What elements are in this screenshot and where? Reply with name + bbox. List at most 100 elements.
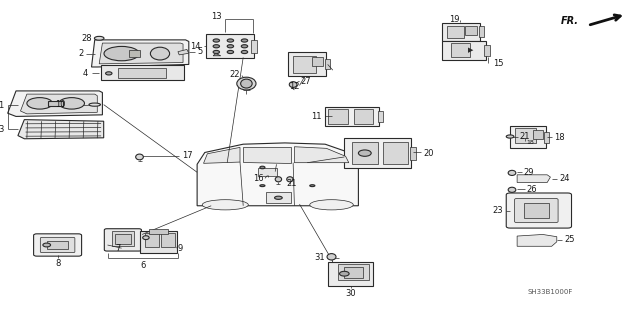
Bar [410, 147, 416, 160]
Polygon shape [517, 175, 550, 182]
Polygon shape [101, 65, 184, 80]
Polygon shape [517, 234, 557, 246]
Bar [206, 34, 255, 58]
Ellipse shape [213, 39, 220, 42]
Text: 30: 30 [346, 289, 356, 298]
Bar [484, 44, 490, 56]
Ellipse shape [227, 45, 234, 48]
Ellipse shape [275, 196, 282, 199]
FancyBboxPatch shape [515, 198, 558, 223]
Ellipse shape [241, 45, 248, 48]
Bar [312, 57, 323, 66]
Text: 12: 12 [289, 82, 300, 91]
Text: 17: 17 [182, 151, 193, 160]
Ellipse shape [260, 166, 265, 169]
Text: 25: 25 [564, 235, 575, 244]
Text: 22: 22 [230, 70, 240, 79]
Text: 21: 21 [520, 132, 530, 141]
Text: 6: 6 [140, 261, 145, 270]
Ellipse shape [59, 98, 84, 109]
Text: 23: 23 [492, 206, 503, 215]
Bar [447, 26, 464, 38]
Text: 26: 26 [527, 185, 538, 194]
Text: 3: 3 [0, 125, 4, 134]
Polygon shape [18, 120, 104, 139]
Ellipse shape [213, 45, 220, 48]
Ellipse shape [202, 200, 248, 210]
Text: 13: 13 [211, 12, 221, 21]
Ellipse shape [508, 170, 516, 175]
Polygon shape [204, 147, 240, 163]
Bar [533, 130, 543, 139]
Polygon shape [8, 91, 102, 116]
Bar [344, 138, 412, 168]
Bar [338, 264, 369, 280]
Bar [451, 43, 470, 57]
FancyBboxPatch shape [104, 229, 141, 251]
Ellipse shape [213, 50, 220, 54]
Bar [442, 23, 480, 41]
Text: 27: 27 [301, 77, 312, 86]
Bar [118, 68, 166, 78]
Ellipse shape [260, 185, 265, 187]
Ellipse shape [227, 50, 234, 54]
FancyBboxPatch shape [34, 234, 82, 256]
Bar [129, 50, 140, 57]
Bar [325, 107, 380, 126]
Text: 15: 15 [493, 59, 503, 68]
Bar [328, 262, 373, 286]
Bar [161, 233, 175, 248]
Polygon shape [178, 49, 189, 55]
Text: SH33B1000F: SH33B1000F [528, 289, 573, 295]
Bar [378, 111, 383, 122]
Ellipse shape [241, 39, 248, 42]
Text: 28: 28 [81, 34, 92, 43]
Bar [325, 59, 330, 69]
Text: 14: 14 [190, 42, 200, 51]
Ellipse shape [310, 200, 353, 210]
Bar [465, 26, 477, 35]
Bar [48, 101, 63, 106]
Text: 21: 21 [286, 179, 296, 188]
Bar [511, 126, 545, 148]
Text: 10: 10 [55, 100, 65, 109]
Bar [115, 234, 131, 244]
Bar [544, 131, 549, 143]
Ellipse shape [275, 177, 282, 182]
Bar [140, 231, 177, 253]
Text: ▶: ▶ [468, 47, 473, 53]
FancyBboxPatch shape [40, 237, 75, 253]
Text: 16: 16 [253, 174, 264, 183]
Text: 31: 31 [314, 253, 325, 262]
Text: 18: 18 [526, 140, 534, 145]
Ellipse shape [106, 72, 112, 75]
Ellipse shape [506, 135, 514, 138]
Ellipse shape [289, 82, 297, 87]
Bar [47, 241, 68, 249]
Ellipse shape [340, 271, 349, 276]
Ellipse shape [508, 187, 516, 192]
Bar [328, 109, 348, 123]
Polygon shape [20, 94, 97, 114]
Text: 20: 20 [424, 149, 434, 158]
Text: 2: 2 [78, 49, 83, 58]
Ellipse shape [327, 254, 336, 260]
Bar [354, 109, 373, 123]
Ellipse shape [310, 185, 315, 187]
Bar [515, 128, 536, 143]
Bar [442, 41, 486, 60]
Ellipse shape [143, 236, 149, 240]
Bar [149, 229, 168, 234]
Text: 29: 29 [524, 168, 534, 177]
Polygon shape [99, 43, 183, 64]
Ellipse shape [104, 46, 140, 61]
Ellipse shape [89, 103, 100, 106]
Ellipse shape [237, 77, 256, 90]
Ellipse shape [227, 39, 234, 42]
Bar [293, 56, 316, 73]
Ellipse shape [150, 47, 170, 60]
Ellipse shape [241, 79, 252, 88]
Bar [479, 26, 484, 37]
Text: FR.: FR. [561, 16, 579, 26]
Text: 11: 11 [312, 112, 322, 121]
